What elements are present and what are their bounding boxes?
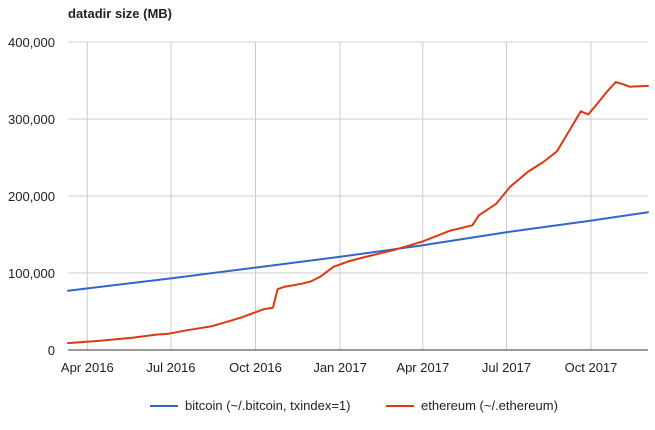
y-axis: 0 100,000 200,000 300,000 400,000 [8,35,55,358]
y-tick-label: 0 [48,343,55,358]
legend: bitcoin (~/.bitcoin, txindex=1) ethereum … [150,398,558,413]
x-tick-label: Oct 2016 [229,360,282,375]
x-tick-label: Jan 2017 [313,360,367,375]
legend-label: bitcoin (~/.bitcoin, txindex=1) [185,398,350,413]
x-tick-label: Oct 2017 [565,360,618,375]
series-lines [67,81,649,345]
legend-label: ethereum (~/.ethereum) [421,398,558,413]
series-line-bitcoin [67,211,649,292]
y-tick-label: 100,000 [8,266,55,281]
gridlines [68,41,648,351]
x-axis: Apr 2016 Jul 2016 Oct 2016 Jan 2017 Apr 2017… [61,360,617,375]
x-tick-label: Apr 2017 [396,360,449,375]
y-tick-label: 400,000 [8,35,55,50]
x-tick-label: Jul 2016 [146,360,195,375]
x-tick-label: Apr 2016 [61,360,114,375]
series-line-ethereum [67,81,649,345]
chart-title: datadir size (MB) [68,6,172,21]
y-tick-label: 300,000 [8,112,55,127]
y-tick-label: 200,000 [8,189,55,204]
x-tick-label: Jul 2017 [482,360,531,375]
